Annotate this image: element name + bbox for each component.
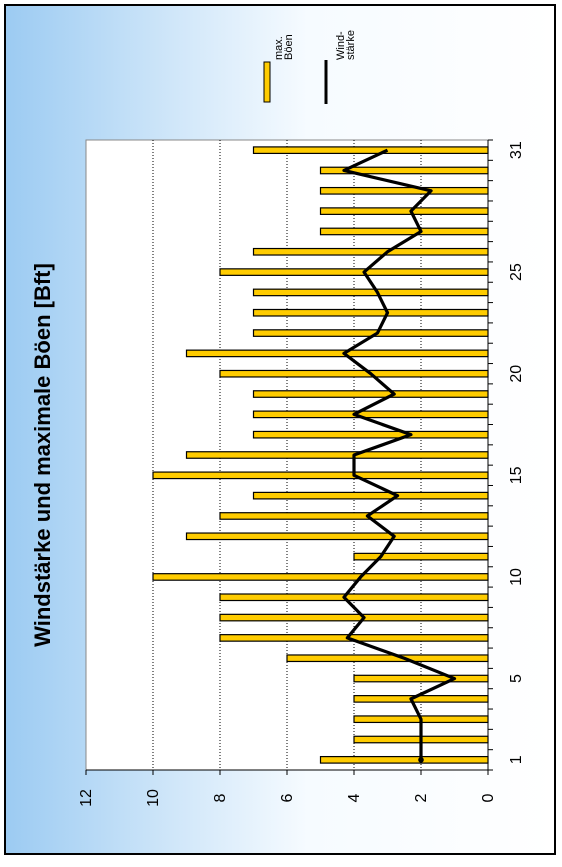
bar-max-boeen [219, 613, 489, 622]
category-tick-label: 1 [508, 755, 525, 764]
value-tick-label: 8 [212, 793, 229, 802]
category-tick-label: 31 [508, 141, 525, 159]
bar-max-boeen [252, 308, 489, 317]
bar-max-boeen [252, 146, 489, 155]
category-tick-label: 5 [508, 674, 525, 683]
legend-swatch-max-boeen [263, 61, 271, 103]
value-tick-label: 10 [145, 789, 162, 807]
category-tick-label: 10 [508, 568, 525, 586]
value-tick-label: 6 [279, 793, 296, 802]
bar-max-boeen [252, 430, 489, 439]
value-tick-label: 4 [346, 793, 363, 802]
bar-max-boeen [353, 552, 489, 561]
bar-max-boeen [319, 755, 489, 764]
bar-max-boeen [252, 247, 489, 256]
legend-label-max-boeen: max.Böen [273, 34, 295, 60]
category-tick-label: 25 [508, 263, 525, 281]
bar-max-boeen [152, 573, 489, 581]
bar-max-boeen [185, 451, 489, 459]
bar-max-boeen [185, 532, 489, 541]
bar-max-boeen [319, 186, 489, 195]
bar-max-boeen [353, 695, 489, 703]
value-tick-label: 2 [413, 793, 430, 802]
bar-max-boeen [219, 593, 489, 602]
bar-max-boeen [152, 471, 489, 480]
bar-max-boeen [319, 166, 489, 175]
bar-max-boeen [286, 654, 489, 663]
bar-max-boeen [185, 349, 489, 358]
bar-max-boeen [252, 491, 489, 500]
line-windstaerke [342, 148, 457, 760]
bar-max-boeen [353, 674, 489, 683]
bar-max-boeen [219, 268, 489, 276]
value-tick-label: 0 [480, 793, 497, 802]
chart-frame: 0 2 4 6 8 10 12 1 5 10 15 20 25 31 Windstärke und maxi… [4, 4, 556, 855]
bar-max-boeen [252, 288, 489, 297]
bar-max-boeen [319, 227, 489, 236]
bar-max-boeen [219, 369, 489, 378]
bar-max-boeen [252, 390, 489, 398]
category-tick-label: 20 [508, 365, 525, 383]
bar-max-boeen [219, 512, 489, 520]
chart-title: Windstärke und maximale Böen [Bft] [30, 263, 55, 647]
line-start-point [418, 757, 424, 763]
value-tick-label: 12 [78, 789, 95, 807]
legend-label-windstaerke: Wind-stärke [335, 30, 357, 60]
bar-max-boeen [252, 410, 489, 419]
category-tick-label: 15 [508, 466, 525, 484]
bar-max-boeen [319, 207, 489, 215]
